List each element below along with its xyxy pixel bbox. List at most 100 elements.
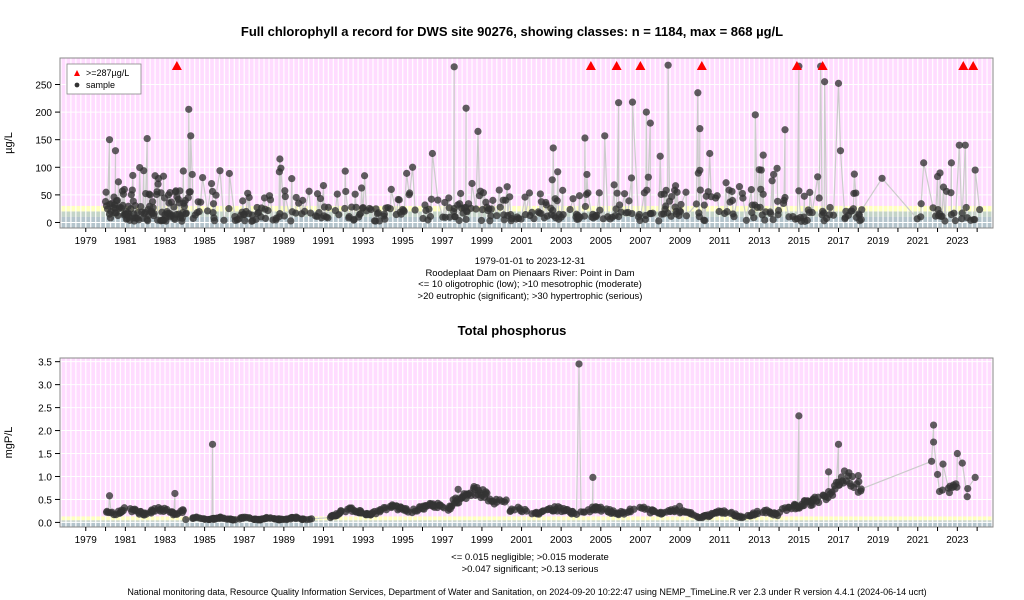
data-point (374, 209, 383, 217)
data-point (821, 78, 829, 86)
x-tick-label: 2019 (867, 236, 890, 247)
data-point (281, 187, 289, 195)
top-caption-line: 1979-01-01 to 2023-12-31 (474, 256, 586, 267)
data-point (829, 211, 838, 219)
data-point (548, 176, 556, 184)
data-point (751, 111, 759, 119)
data-point (834, 440, 843, 448)
data-point (781, 126, 789, 134)
data-point (208, 440, 217, 448)
data-point (643, 186, 651, 194)
data-point (583, 170, 591, 179)
y-tick-label: 0.5 (38, 495, 52, 506)
data-point (855, 478, 863, 486)
data-point (692, 200, 700, 208)
data-point (166, 188, 174, 197)
x-tick-label: 1999 (471, 236, 494, 247)
data-point (149, 204, 157, 212)
data-point (953, 483, 961, 491)
x-tick-label: 1991 (312, 535, 335, 546)
data-point (288, 175, 296, 183)
data-point (769, 216, 777, 224)
data-point (806, 188, 814, 196)
x-tick-label: 2019 (867, 535, 890, 546)
data-point (105, 492, 114, 500)
y-tick-label: 100 (35, 163, 52, 174)
data-point (955, 141, 963, 149)
above-threshold-marker (171, 61, 182, 70)
data-point (454, 485, 462, 493)
data-point (207, 179, 216, 188)
legend: >=287µg/L sample (66, 63, 142, 95)
plot-frame (59, 57, 994, 229)
data-point (225, 205, 233, 213)
data-point (120, 504, 128, 512)
data-point (676, 208, 685, 216)
data-point (728, 187, 736, 196)
data-point (489, 196, 497, 204)
data-point (713, 192, 721, 200)
data-point (668, 193, 676, 201)
data-point (768, 177, 776, 185)
data-point (781, 193, 789, 202)
data-point (682, 212, 691, 220)
data-point (553, 197, 561, 205)
top-caption-line: Roodeplaat Dam on Pienaars River: Point … (425, 267, 635, 279)
x-tick-label: 2015 (788, 535, 811, 546)
data-point (146, 191, 154, 199)
data-point (525, 189, 534, 197)
data-point (595, 189, 603, 197)
x-tick-label: 2013 (748, 236, 771, 247)
x-tick-label: 2001 (510, 236, 533, 247)
data-point (834, 79, 843, 87)
data-point (149, 198, 157, 206)
x-tick-label: 1985 (193, 236, 216, 247)
data-point (131, 202, 139, 210)
data-point (528, 208, 536, 216)
data-point (287, 217, 295, 225)
data-point (694, 89, 702, 97)
data-point (319, 181, 328, 190)
bottom-caption: <= 0.015 negligible; >0.015 moderate >0.… (0, 552, 1024, 575)
data-point (953, 449, 961, 458)
data-point (468, 179, 476, 188)
data-point (747, 185, 755, 194)
x-tick-label: 2021 (907, 535, 930, 546)
data-point (773, 197, 782, 205)
data-point (324, 214, 332, 222)
x-tick-label: 1989 (273, 236, 296, 247)
data-point (559, 211, 567, 219)
data-point (450, 63, 458, 71)
data-point (950, 209, 958, 217)
x-tick-label: 2001 (510, 535, 533, 546)
x-tick-label: 1993 (352, 535, 375, 546)
data-point (241, 217, 249, 225)
data-point (852, 189, 860, 197)
data-point (245, 193, 253, 202)
data-point (559, 186, 567, 194)
data-point (105, 136, 114, 144)
data-point (185, 105, 193, 113)
data-point (824, 468, 833, 476)
data-point (815, 194, 823, 202)
data-point (613, 189, 621, 197)
data-point (761, 216, 769, 224)
data-point (584, 189, 592, 197)
data-point (696, 125, 704, 133)
data-point (182, 515, 190, 524)
data-point (858, 206, 866, 214)
x-tick-label: 2009 (669, 535, 692, 546)
data-point (220, 216, 228, 224)
data-point (434, 196, 442, 204)
data-point (857, 485, 865, 493)
data-point (129, 171, 137, 180)
data-point (179, 506, 187, 515)
top-caption-line: >20 eutrophic (significant); >30 hypertr… (417, 290, 643, 302)
data-point (646, 119, 654, 127)
y-tick-label: 3.5 (38, 358, 52, 369)
data-point (735, 183, 744, 191)
data-point (581, 202, 590, 211)
y-tick-label: 0 (46, 218, 52, 229)
data-point (656, 152, 664, 160)
y-axis-title: mgP/L (3, 427, 15, 459)
